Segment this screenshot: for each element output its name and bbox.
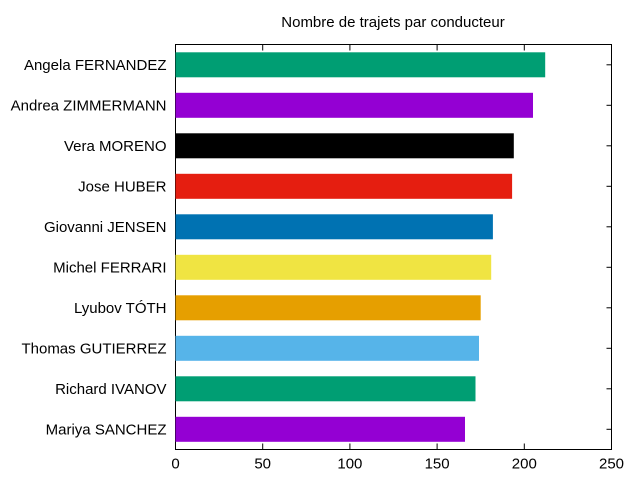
x-tick-label: 100 xyxy=(337,456,362,473)
category-label: Giovanni JENSEN xyxy=(44,219,167,236)
category-label: Richard IVANOV xyxy=(55,381,166,398)
bar-9 xyxy=(175,416,465,442)
x-axis-ticks-group: 0 50 100 150 200 250 xyxy=(171,44,624,473)
bar-1 xyxy=(175,92,533,118)
bar-7 xyxy=(175,335,479,361)
bar-6 xyxy=(175,295,481,321)
category-label: Mariya SANCHEZ xyxy=(46,421,167,438)
category-label: Jose HUBER xyxy=(78,178,167,195)
bar-0 xyxy=(175,52,546,78)
chart-title: Nombre de trajets par conducteur xyxy=(281,14,504,31)
x-tick-label: 0 xyxy=(171,456,179,473)
plot-frame xyxy=(175,44,612,450)
bar-4 xyxy=(175,214,493,240)
bar-8 xyxy=(175,376,476,402)
category-label: Angela FERNANDEZ xyxy=(24,57,167,74)
bar-5 xyxy=(175,254,492,280)
bars-group xyxy=(175,52,546,442)
bar-3 xyxy=(175,173,513,199)
x-tick-label: 150 xyxy=(425,456,450,473)
category-label: Thomas GUTIERREZ xyxy=(21,340,166,357)
category-label: Michel FERRARI xyxy=(53,259,166,276)
x-tick-label: 250 xyxy=(599,456,624,473)
bar-2 xyxy=(175,133,514,159)
category-labels-group: Angela FERNANDEZ Andrea ZIMMERMANN Vera MO… xyxy=(11,57,167,438)
category-label: Vera MORENO xyxy=(64,138,167,155)
category-label: Andrea ZIMMERMANN xyxy=(11,97,167,114)
x-tick-label: 50 xyxy=(254,456,271,473)
category-label: Lyubov TÓTH xyxy=(74,300,167,317)
x-tick-label: 200 xyxy=(512,456,537,473)
